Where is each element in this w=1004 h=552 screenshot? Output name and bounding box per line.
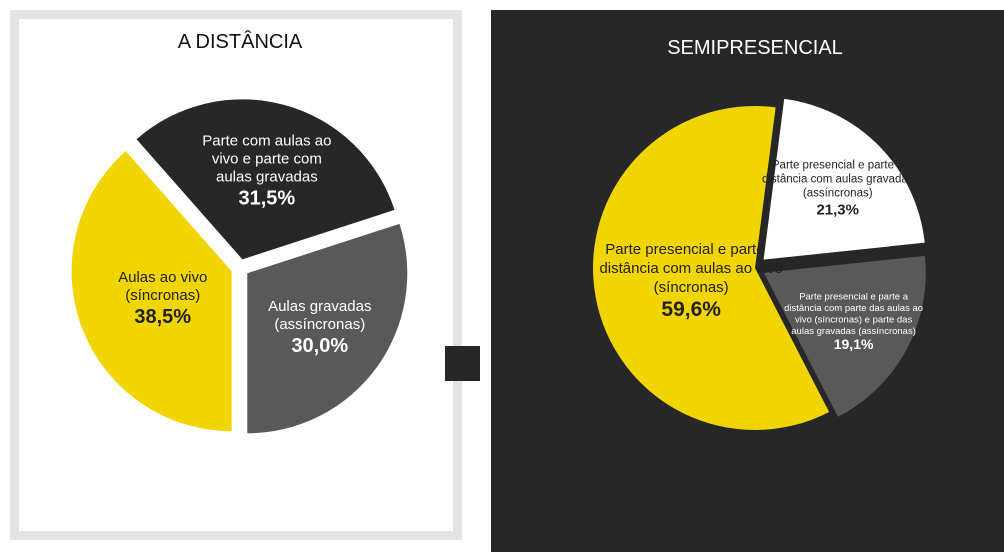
pie-slice-0-1 [71, 151, 232, 432]
slice-value-1-2: 21,3% [816, 201, 859, 218]
slice-label-0-1-line-1: (síncronas) [125, 287, 200, 304]
slice-label-0-1-line-0: Aulas ao vivo [118, 269, 207, 286]
slice-label-0-0-line-1: (assíncronas) [274, 316, 365, 333]
slice-label-1-0-line-0: Parte presencial e parte a [799, 291, 909, 302]
pie-slice-1-0 [763, 255, 926, 417]
pie-slice-1-2 [763, 98, 925, 260]
slice-label-1-1-line-0: Parte presencial e parte a [605, 241, 777, 258]
slice-value-1-0: 19,1% [834, 336, 874, 352]
chart-title-a-distancia: A DISTÂNCIA [178, 30, 303, 53]
slice-label-1-2-line-2: (assíncronas) [803, 188, 873, 200]
pie-slice-0-0 [247, 223, 408, 434]
slice-label-1-2-line-0: Parte presencial e parte a [772, 160, 904, 172]
slice-label-0-2-line-1: vivo e parte com [212, 151, 322, 168]
slice-label-0-2-line-0: Parte com aulas ao [202, 133, 331, 150]
pie-slice-0-2 [136, 99, 395, 260]
slice-value-1-1: 59,6% [661, 298, 721, 321]
slice-label-1-2-line-1: distância com aulas gravadas [762, 174, 914, 186]
slice-label-1-1-line-1: distância com aulas ao vivo [599, 260, 782, 277]
slice-value-0-0: 30,0% [291, 335, 348, 357]
connector-square [445, 346, 480, 381]
pie-slice-1-1 [593, 105, 830, 431]
slice-label-0-0-line-0: Aulas gravadas [268, 298, 371, 315]
slice-label-0-2-line-2: aulas gravadas [216, 169, 318, 186]
slice-label-1-0-line-1: distância com parte das aulas ao [784, 303, 923, 314]
slice-value-0-1: 38,5% [134, 306, 191, 328]
slice-label-1-0-line-3: aulas gravadas (assíncronas) [791, 326, 916, 337]
slice-label-1-1-line-2: (síncronas) [654, 279, 729, 296]
slice-value-0-2: 31,5% [239, 188, 296, 210]
slice-label-1-0-line-2: vivo (síncronas) e parte das [795, 314, 912, 325]
chart-title-semipresencial: SEMIPRESENCIAL [667, 37, 843, 59]
